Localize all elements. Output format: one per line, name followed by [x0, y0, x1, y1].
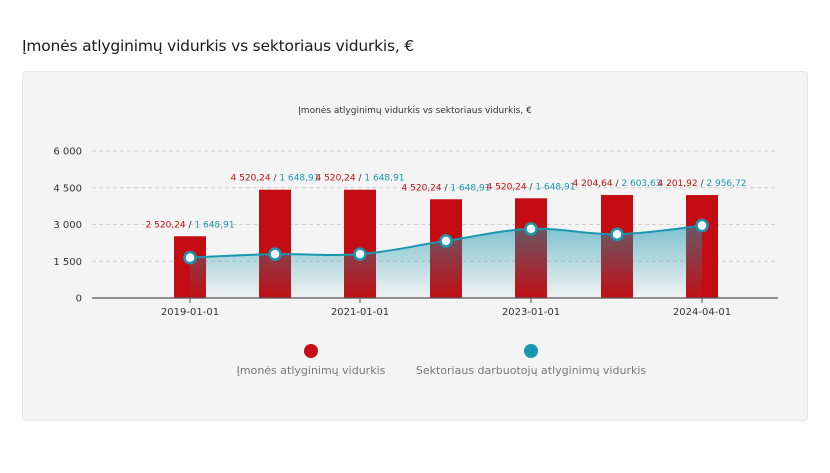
line-point[interactable] — [183, 250, 197, 265]
data-label: 4 520,24 / 1 648,91 — [402, 183, 491, 193]
y-tick-label: 1 500 — [53, 257, 82, 268]
line-point[interactable] — [524, 222, 538, 236]
x-tick-label: 2019-01-01 — [161, 307, 219, 318]
y-tick-label: 3 000 — [53, 220, 82, 231]
data-label: 2 520,24 / 1 648,91 — [146, 220, 235, 230]
legend-marker[interactable] — [304, 344, 318, 358]
data-label: 4 520,24 / 1 648,91 — [487, 182, 576, 192]
line-point[interactable] — [353, 247, 367, 261]
x-tick-label: 2021-01-01 — [331, 307, 389, 318]
line-point[interactable] — [695, 218, 709, 233]
y-tick-label: 4 500 — [53, 183, 82, 194]
data-label: 4 201,92 / 2 956,72 — [658, 179, 747, 189]
chart-title: Įmonės atlyginimų vidurkis vs sektoriaus… — [298, 106, 532, 116]
data-label: 4 204,64 / 2 603,63 — [573, 179, 662, 189]
line-point[interactable] — [610, 227, 624, 241]
x-tick-label: 2024-04-01 — [673, 307, 731, 318]
data-label: 4 520,24 / 1 648,91 — [316, 174, 405, 184]
y-tick-label: 0 — [76, 294, 82, 305]
series-area — [190, 225, 702, 298]
line-point[interactable] — [268, 247, 282, 261]
legend-marker[interactable] — [524, 344, 538, 358]
y-tick-label: 6 000 — [53, 147, 82, 158]
legend-label[interactable]: Sektoriaus darbuotojų atlyginimų vidurki… — [416, 364, 647, 377]
data-label: 4 520,24 / 1 648,91 — [231, 174, 320, 184]
line-point[interactable] — [439, 234, 453, 248]
x-tick-label: 2023-01-01 — [502, 307, 560, 318]
page-title: Įmonės atlyginimų vidurkis vs sektoriaus… — [22, 37, 415, 55]
legend-label[interactable]: Įmonės atlyginimų vidurkis — [237, 364, 386, 377]
